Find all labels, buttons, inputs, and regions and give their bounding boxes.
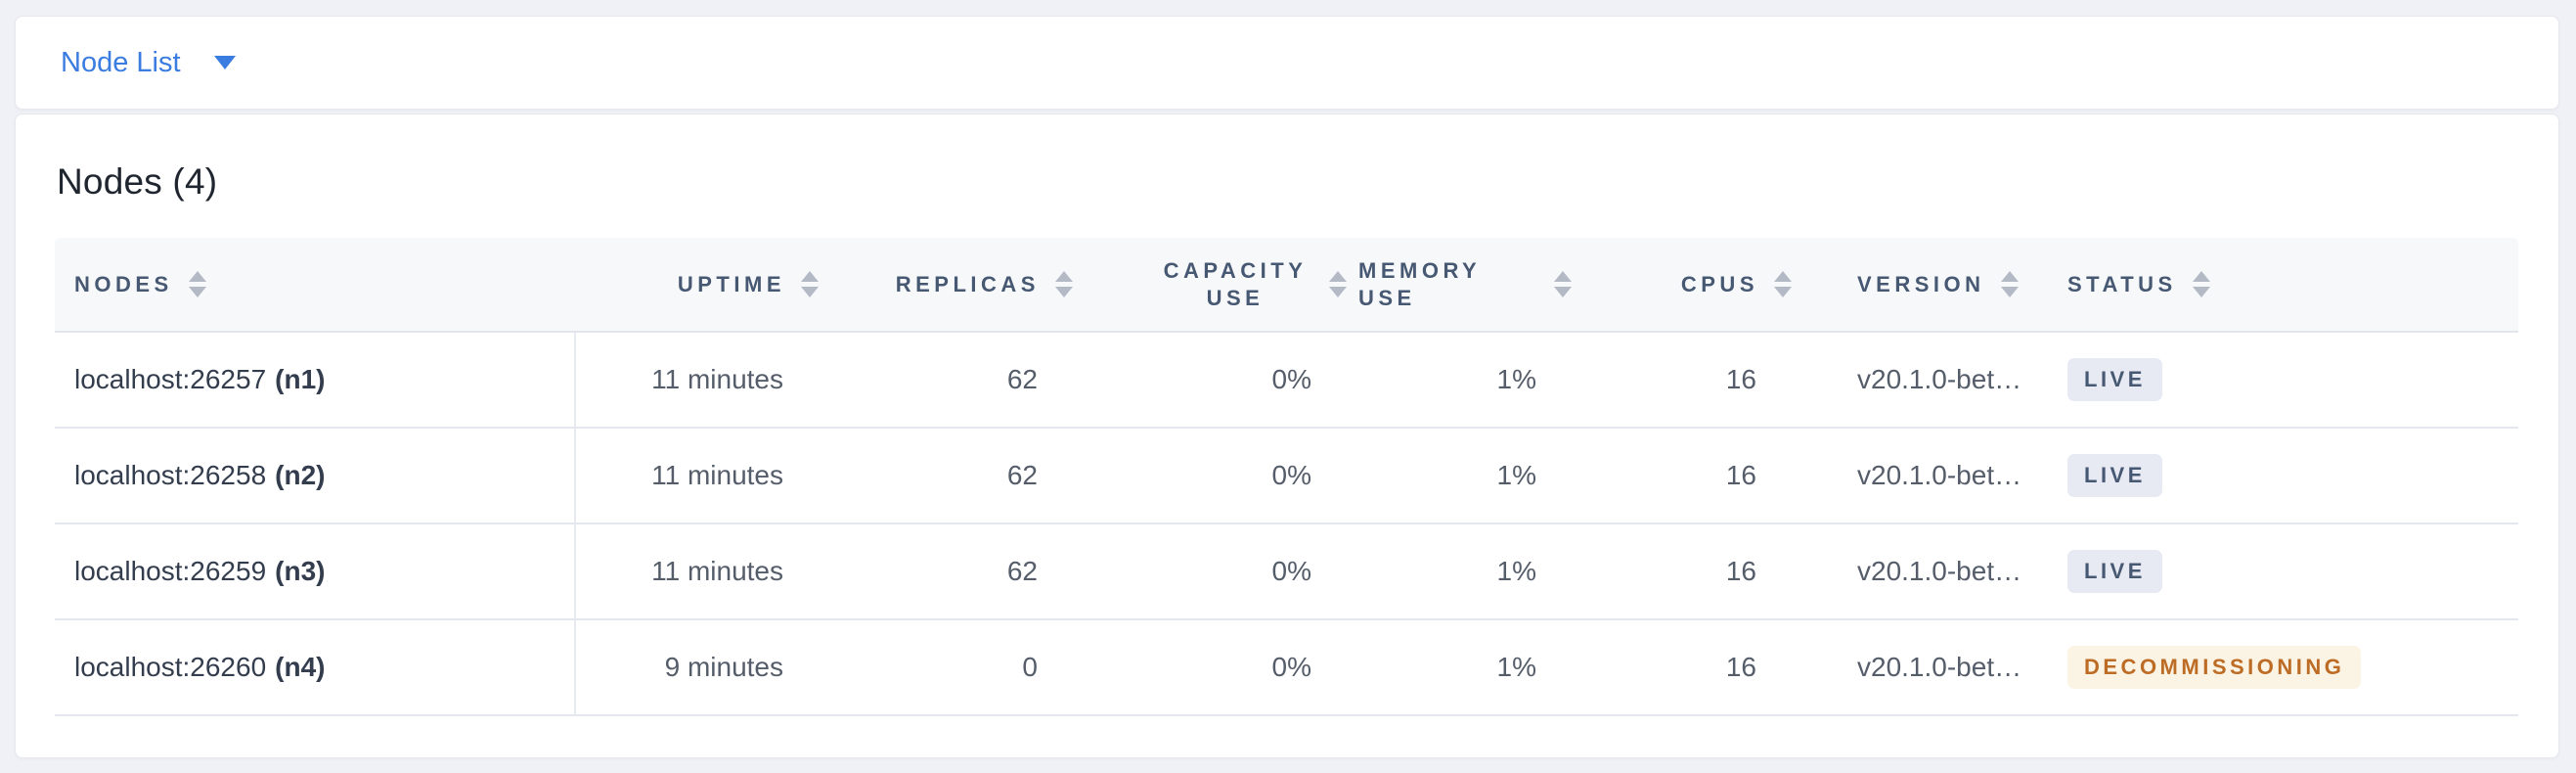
status-cell: LIVE — [2038, 524, 2518, 618]
uptime-cell: 11 minutes — [651, 364, 783, 394]
node-address-cell[interactable]: localhost:26259 (n3) — [55, 524, 576, 618]
memory-use-cell: 1% — [1496, 556, 1536, 586]
nodes-table: NODES UPTIME REPLICAS CAPACITY USE MEMOR… — [55, 238, 2518, 716]
sort-arrows-icon — [1055, 271, 1073, 297]
uptime-cell: 11 minutes — [651, 460, 783, 490]
node-address: localhost:26259 — [74, 556, 267, 586]
nodes-card: Nodes (4) NODES UPTIME REPLICAS CAPACITY… — [15, 114, 2559, 758]
sort-arrows-icon — [188, 271, 206, 297]
view-selector-label: Node List — [61, 46, 181, 78]
node-address-cell[interactable]: localhost:26257 (n1) — [55, 333, 576, 427]
node-address: localhost:26260 — [74, 652, 267, 682]
capacity-use-cell: 0% — [1271, 364, 1311, 394]
node-address-cell[interactable]: localhost:26258 (n2) — [55, 429, 576, 523]
table-row-n2: localhost:26258 (n2) 11 minutes 62 0% 1%… — [55, 429, 2518, 524]
status-cell: LIVE — [2038, 429, 2518, 523]
column-header-uptime[interactable]: UPTIME — [576, 238, 830, 331]
status-badge: LIVE — [2067, 358, 2162, 401]
version-cell: v20.1.0-bet… — [1857, 556, 2022, 586]
table-row-n3: localhost:26259 (n3) 11 minutes 62 0% 1%… — [55, 524, 2518, 620]
column-header-capacity-use[interactable]: CAPACITY USE — [1085, 238, 1358, 331]
cpus-cell: 16 — [1725, 364, 1756, 394]
chevron-down-icon — [213, 56, 236, 69]
memory-use-cell: 1% — [1496, 364, 1536, 394]
replicas-cell: 0 — [1022, 652, 1038, 682]
column-header-cpus[interactable]: CPUS — [1583, 238, 1803, 331]
node-id: (n2) — [275, 460, 326, 490]
memory-use-cell: 1% — [1496, 460, 1536, 490]
status-badge: DECOMMISSIONING — [2067, 646, 2362, 689]
node-address-cell[interactable]: localhost:26260 (n4) — [55, 620, 576, 714]
table-header-row: NODES UPTIME REPLICAS CAPACITY USE MEMOR… — [55, 238, 2518, 333]
sort-arrows-icon — [2192, 271, 2210, 297]
sort-arrows-icon — [2000, 271, 2019, 297]
node-id: (n1) — [275, 364, 326, 394]
memory-use-cell: 1% — [1496, 652, 1536, 682]
table-row-n1: localhost:26257 (n1) 11 minutes 62 0% 1%… — [55, 333, 2518, 429]
status-badge: LIVE — [2067, 454, 2162, 497]
column-header-version[interactable]: VERSION — [1803, 238, 2038, 331]
column-header-replicas[interactable]: REPLICAS — [830, 238, 1085, 331]
replicas-cell: 62 — [1006, 364, 1038, 394]
status-cell: LIVE — [2038, 333, 2518, 427]
column-header-nodes[interactable]: NODES — [55, 238, 576, 331]
capacity-use-cell: 0% — [1271, 652, 1311, 682]
version-cell: v20.1.0-bet… — [1857, 652, 2022, 682]
cpus-cell: 16 — [1725, 556, 1756, 586]
status-cell: DECOMMISSIONING — [2038, 620, 2518, 714]
column-header-memory-use[interactable]: MEMORY USE — [1358, 238, 1583, 331]
view-selector-dropdown[interactable]: Node List — [61, 47, 236, 79]
uptime-cell: 11 minutes — [651, 556, 783, 586]
replicas-cell: 62 — [1006, 556, 1038, 586]
sort-arrows-icon — [1554, 271, 1572, 297]
sort-arrows-icon — [1774, 271, 1792, 297]
capacity-use-cell: 0% — [1271, 556, 1311, 586]
view-selector-card: Node List — [15, 16, 2559, 110]
version-cell: v20.1.0-bet… — [1857, 460, 2022, 490]
table-body: localhost:26257 (n1) 11 minutes 62 0% 1%… — [55, 333, 2518, 716]
capacity-use-cell: 0% — [1271, 460, 1311, 490]
sort-arrows-icon — [1329, 271, 1347, 297]
node-id: (n3) — [275, 556, 326, 586]
cpus-cell: 16 — [1725, 460, 1756, 490]
version-cell: v20.1.0-bet… — [1857, 364, 2022, 394]
table-row-n4: localhost:26260 (n4) 9 minutes 0 0% 1% 1… — [55, 620, 2518, 716]
node-address: localhost:26258 — [74, 460, 267, 490]
node-address: localhost:26257 — [74, 364, 267, 394]
replicas-cell: 62 — [1006, 460, 1038, 490]
sort-arrows-icon — [801, 271, 819, 297]
cpus-cell: 16 — [1725, 652, 1756, 682]
page-title: Nodes (4) — [57, 161, 218, 202]
column-header-status[interactable]: STATUS — [2038, 238, 2518, 331]
node-id: (n4) — [275, 652, 326, 682]
status-badge: LIVE — [2067, 550, 2162, 593]
uptime-cell: 9 minutes — [664, 652, 783, 682]
